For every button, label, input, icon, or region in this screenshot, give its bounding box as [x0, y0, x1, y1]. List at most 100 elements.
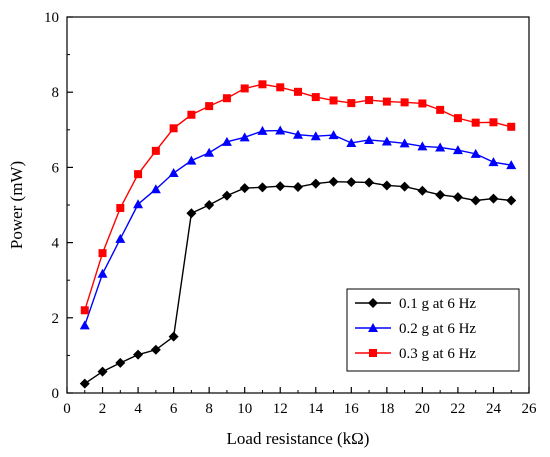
data-point: [275, 125, 286, 135]
data-point: [381, 136, 392, 146]
data-point: [328, 130, 339, 140]
data-point: [133, 349, 144, 360]
x-tick-label: 4: [134, 401, 142, 417]
x-tick-label: 0: [63, 401, 71, 417]
data-point: [98, 249, 107, 258]
data-point: [488, 157, 499, 167]
data-point: [453, 114, 462, 123]
data-point: [417, 141, 428, 151]
data-point: [347, 99, 356, 108]
data-point: [79, 378, 90, 389]
data-point: [97, 268, 108, 278]
data-point: [169, 124, 178, 133]
data-point: [222, 94, 231, 103]
data-point: [293, 129, 303, 139]
legend-marker: [368, 298, 378, 308]
x-tick-label: 22: [450, 401, 465, 417]
data-point: [240, 84, 249, 93]
data-point: [275, 181, 286, 192]
data-point: [311, 93, 320, 102]
data-point: [310, 131, 321, 141]
data-point: [381, 180, 392, 191]
data-point: [452, 145, 463, 155]
y-tick-label: 8: [52, 85, 60, 101]
data-point: [471, 118, 480, 127]
legend-label: 0.1 g at 6 Hz: [399, 296, 476, 312]
data-point: [186, 155, 197, 165]
series-1: [79, 176, 517, 389]
data-point: [221, 190, 232, 201]
data-point: [239, 132, 250, 142]
series-layer: [79, 80, 517, 389]
data-point: [133, 199, 144, 209]
data-point: [328, 176, 339, 187]
data-point: [506, 160, 517, 170]
x-tick-label: 20: [415, 401, 430, 417]
data-point: [436, 105, 445, 114]
data-point: [97, 366, 108, 377]
data-point: [258, 80, 267, 89]
data-point: [418, 99, 427, 108]
legend-label: 0.2 g at 6 Hz: [399, 321, 476, 337]
data-point: [168, 168, 179, 178]
data-point: [470, 148, 481, 158]
x-tick-label: 6: [170, 401, 178, 417]
legend-marker: [368, 323, 378, 332]
data-point: [150, 184, 161, 194]
x-tick-label: 16: [344, 401, 360, 417]
data-point: [79, 320, 90, 330]
data-point: [364, 134, 375, 144]
data-point: [399, 181, 410, 192]
data-point: [400, 98, 409, 107]
data-point: [293, 181, 303, 192]
data-point: [346, 137, 357, 147]
y-tick-label: 10: [44, 10, 59, 26]
x-tick-label: 8: [205, 401, 213, 417]
x-tick-label: 12: [273, 401, 288, 417]
data-point: [364, 177, 375, 188]
x-tick-label: 18: [379, 401, 394, 417]
y-tick-label: 0: [52, 386, 60, 402]
y-tick-label: 4: [52, 236, 60, 252]
y-tick-label: 6: [52, 160, 60, 176]
data-point: [470, 195, 481, 206]
x-tick-label: 14: [308, 401, 324, 417]
x-tick-label: 10: [237, 401, 252, 417]
data-point: [205, 102, 214, 111]
data-point: [417, 185, 428, 196]
legend-item: 0.3 g at 6 Hz: [355, 346, 476, 362]
data-point: [204, 200, 215, 210]
x-axis-label: Load resistance (kΩ): [227, 429, 370, 448]
data-point: [257, 182, 268, 193]
x-tick-label: 24: [486, 401, 502, 417]
data-point: [186, 208, 197, 219]
legend: 0.1 g at 6 Hz 0.2 g at 6 Hz 0.3 g at 6 Hz: [346, 288, 520, 372]
y-axis-label: Power (mW): [7, 161, 26, 249]
data-point: [506, 195, 517, 206]
legend-label: 0.3 g at 6 Hz: [399, 346, 476, 362]
data-point: [187, 110, 196, 119]
legend-item: 0.1 g at 6 Hz: [355, 296, 476, 312]
data-point: [435, 189, 446, 200]
data-point: [435, 142, 446, 152]
data-point: [294, 87, 302, 96]
data-point: [310, 178, 321, 189]
data-point: [151, 146, 160, 155]
data-point: [257, 125, 268, 135]
series-3: [80, 80, 516, 315]
data-point: [204, 147, 215, 157]
data-point: [115, 233, 126, 243]
data-point: [488, 193, 499, 204]
data-point: [276, 83, 285, 92]
x-tick-label: 2: [99, 401, 107, 417]
legend-item: 0.2 g at 6 Hz: [355, 321, 476, 337]
data-point: [329, 96, 338, 105]
data-point: [168, 331, 179, 342]
x-tick-label: 26: [522, 401, 538, 417]
data-point: [115, 357, 126, 368]
data-point: [221, 136, 232, 146]
y-tick-label: 2: [52, 311, 60, 327]
